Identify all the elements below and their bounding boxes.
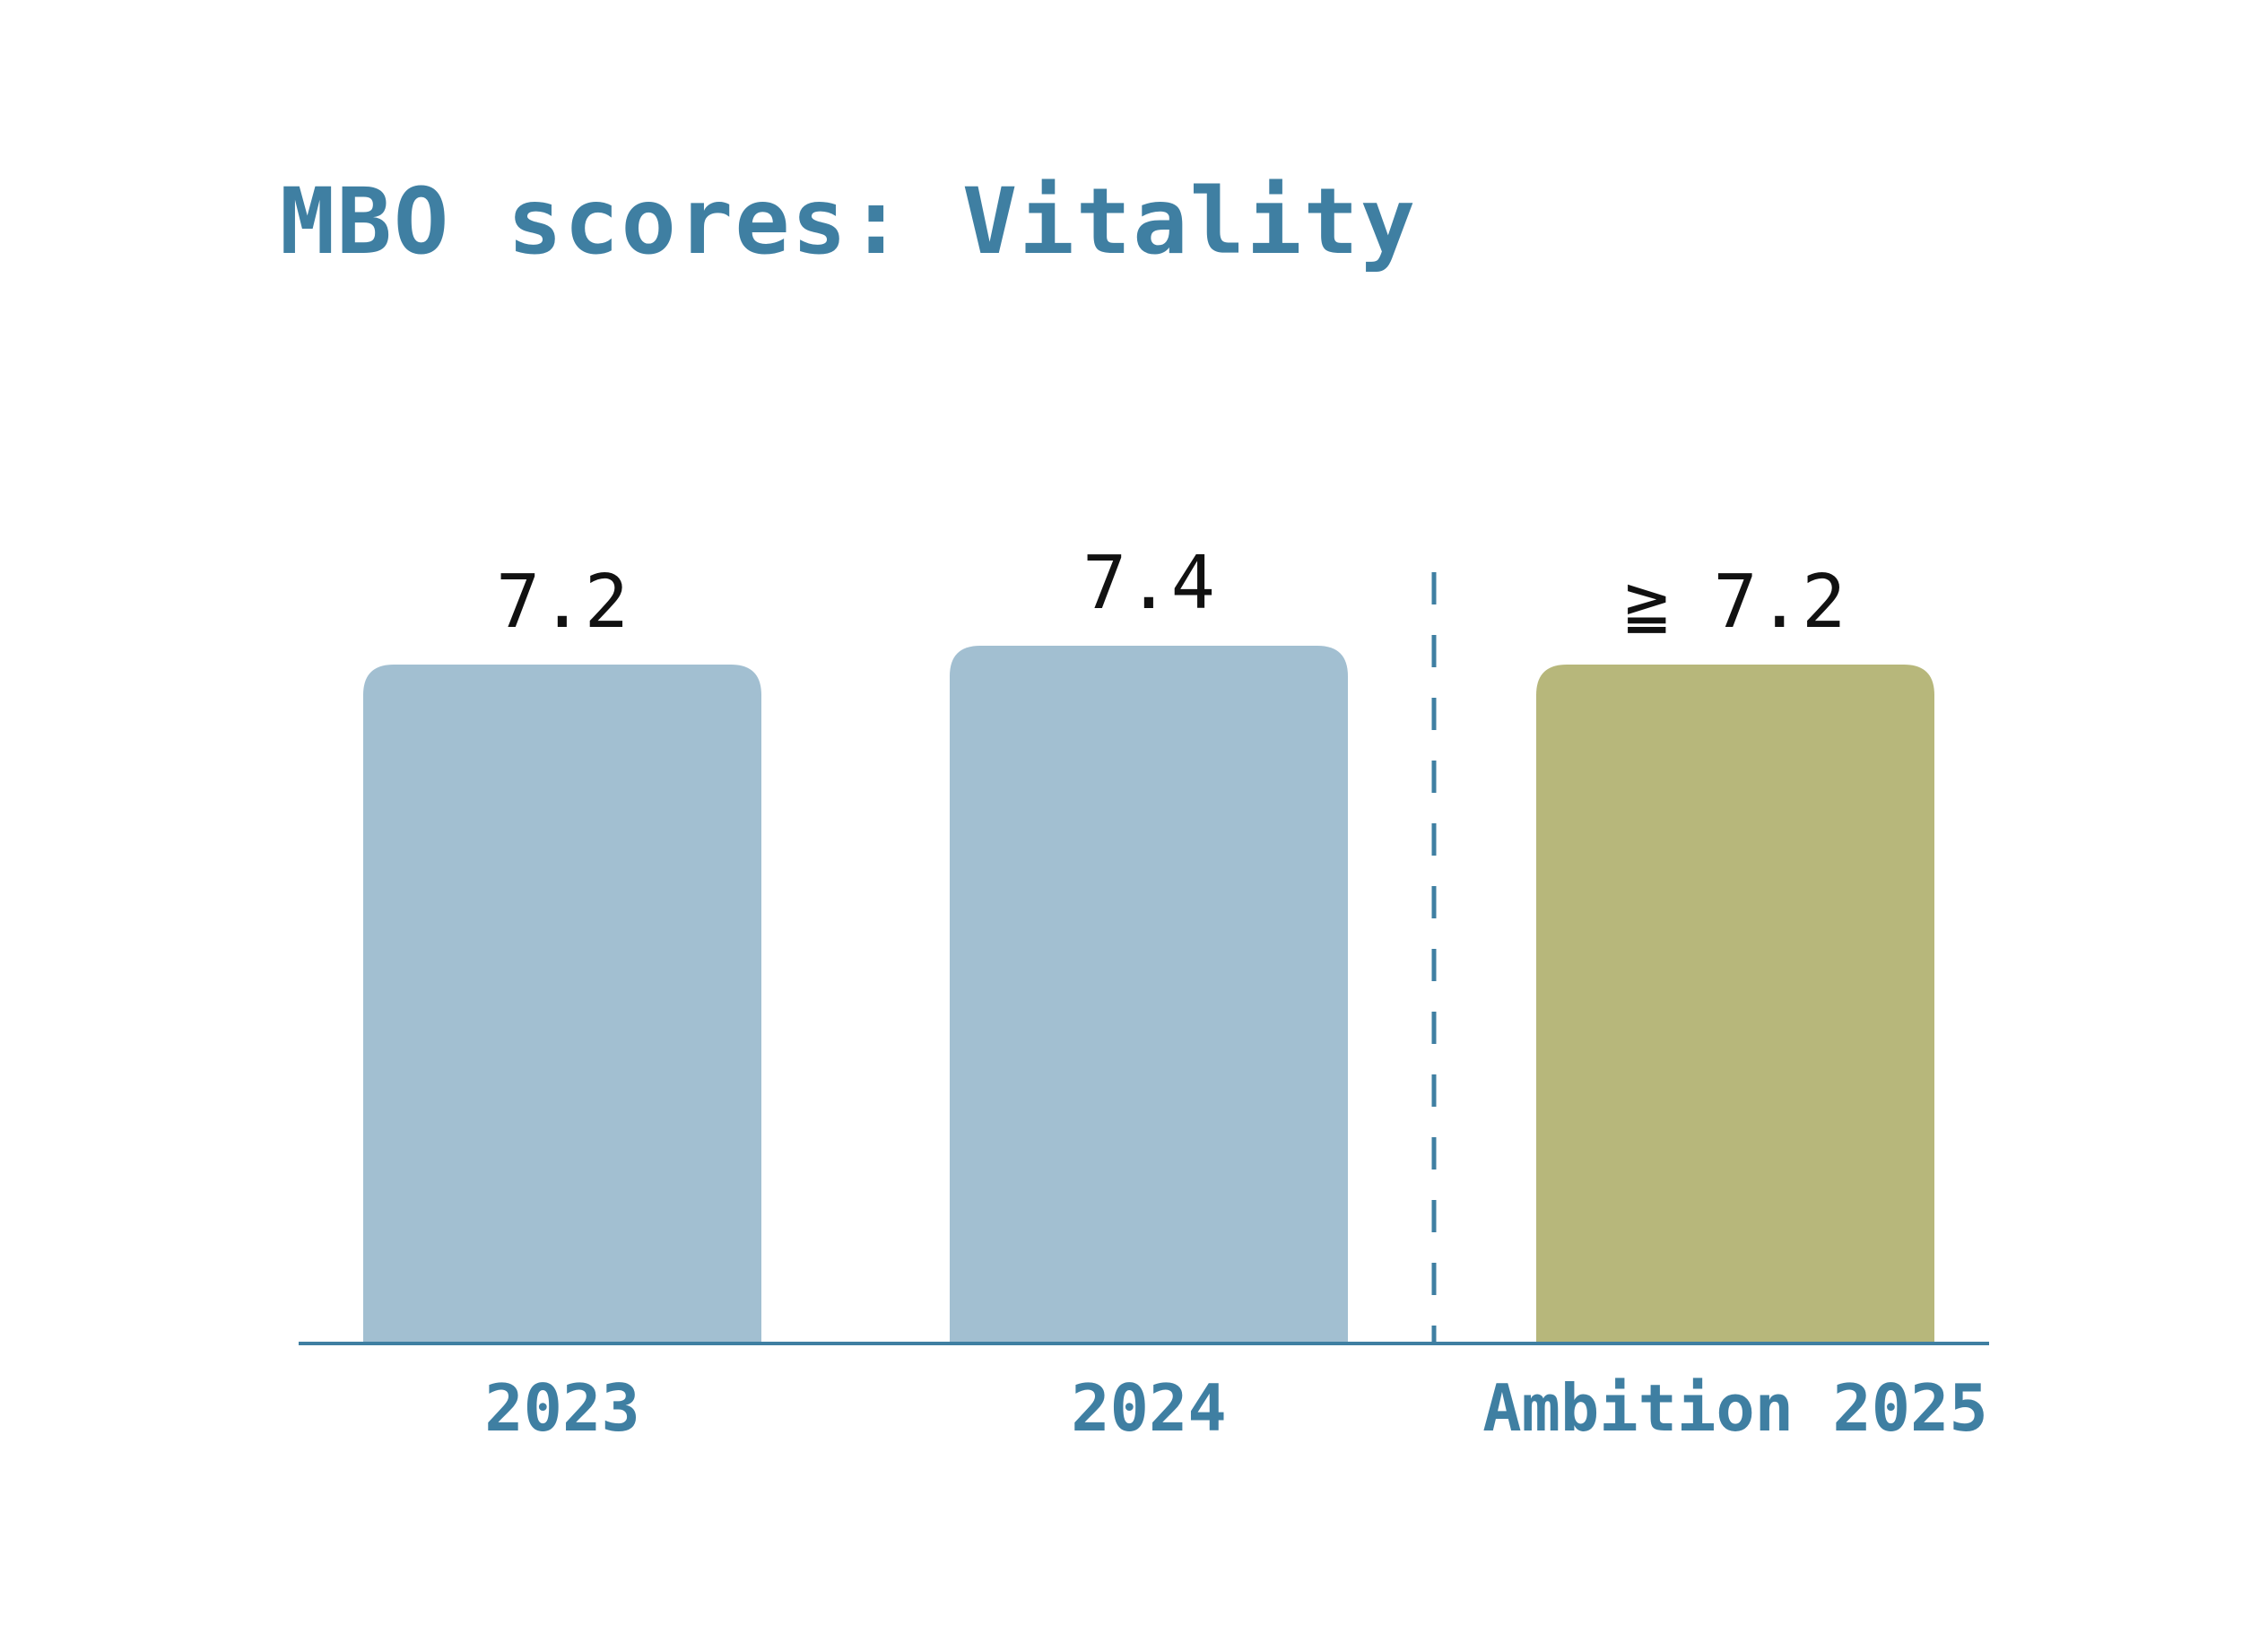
bar-value-label-2: 7.4 — [1082, 541, 1215, 626]
bar-1 — [363, 665, 761, 1343]
category-label-1: 2023 — [484, 1370, 639, 1446]
bar-value-label-3: ≧ 7.2 — [1625, 560, 1847, 645]
category-label-2: 2024 — [1071, 1370, 1226, 1446]
category-label-3: Ambition 2025 — [1482, 1370, 1988, 1446]
bar-3 — [1536, 665, 1934, 1343]
chart-title: MBO scores: Vitality — [280, 169, 1418, 275]
bar-2 — [950, 646, 1348, 1343]
bar-value-label-1: 7.2 — [496, 560, 629, 645]
